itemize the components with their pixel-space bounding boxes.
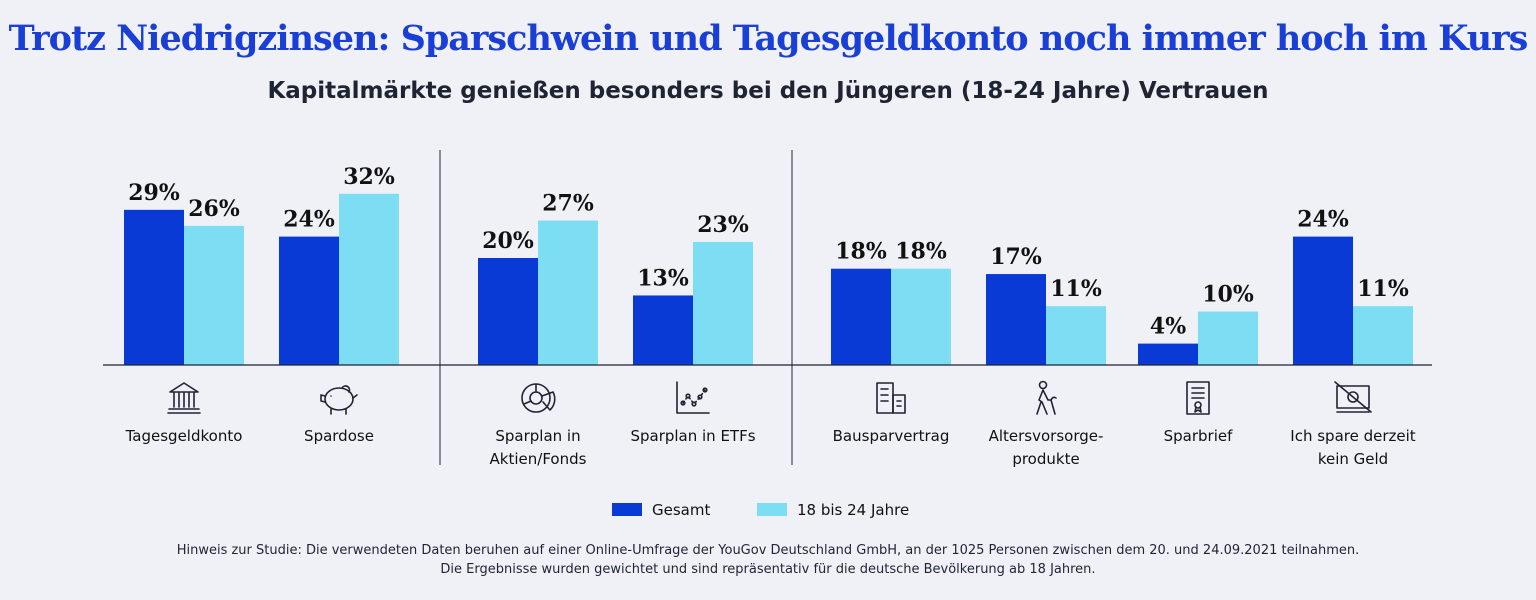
scatter-chart-icon: [676, 381, 710, 414]
bar-sparbrief-gesamt: [1138, 343, 1198, 365]
bar-bausparvertrag-18-24: [891, 268, 951, 365]
bar-altersvorsorge-produkte-18-24: [1046, 306, 1106, 365]
category-icons: [167, 380, 1372, 415]
bar-altersvorsorge-produkte-gesamt: [986, 274, 1046, 365]
study-note: Hinweis zur Studie: Die verwendeten Date…: [0, 541, 1536, 579]
study-note-line-2: Die Ergebnisse wurden gewichtet und sind…: [440, 562, 1096, 577]
value-label-altersvorsorge-produkte-18-24: 11%: [1050, 276, 1102, 302]
category-label-tagesgeldkonto: Tagesgeldkonto: [125, 427, 243, 445]
value-label-ich-spare-derzeit-kein-geld-gesamt: 24%: [1297, 207, 1349, 233]
value-label-bausparvertrag-gesamt: 18%: [835, 239, 887, 265]
study-note-line-1: Hinweis zur Studie: Die verwendeten Date…: [176, 543, 1360, 558]
bar-bausparvertrag-gesamt: [831, 268, 891, 365]
certificate-icon: [1186, 381, 1210, 415]
chart-subtitle: Kapitalmärkte genießen besonders bei den…: [267, 78, 1269, 104]
value-label-tagesgeldkonto-18-24: 26%: [188, 196, 240, 222]
value-label-ich-spare-derzeit-kein-geld-18-24: 11%: [1357, 276, 1409, 302]
bar-sparbrief-18-24: [1198, 311, 1258, 365]
bar-sparplan-in-etfs-18-24: [693, 241, 753, 365]
value-label-sparbrief-18-24: 10%: [1202, 282, 1254, 308]
group-dividers: [439, 150, 793, 465]
bar-ich-spare-derzeit-kein-geld-gesamt: [1293, 236, 1353, 365]
category-label-sparbrief: Sparbrief: [1164, 427, 1233, 445]
category-label-bausparvertrag: Bausparvertrag: [833, 427, 950, 445]
value-label-spardose-gesamt: 24%: [283, 207, 335, 233]
category-label-altersvorsorge-produkte: Altersvorsorge-produkte: [989, 427, 1104, 468]
value-label-sparbrief-gesamt: 4%: [1150, 314, 1186, 340]
legend-swatch-18-24: [757, 503, 787, 516]
value-label-tagesgeldkonto-gesamt: 29%: [128, 180, 180, 206]
value-label-sparplan-in-aktien-fonds-18-24: 27%: [542, 191, 594, 217]
legend: Gesamt 18 bis 24 Jahre: [612, 501, 909, 519]
pie-chart-icon: [521, 383, 556, 413]
bar-spardose-18-24: [339, 193, 399, 365]
no-money-icon: [1334, 381, 1372, 413]
legend-label-18-24: 18 bis 24 Jahre: [797, 501, 909, 519]
piggy-bank-icon: [320, 385, 358, 415]
category-label-sparplan-in-etfs: Sparplan in ETFs: [630, 427, 755, 445]
chart-title: Trotz Niedrigzinsen: Sparschwein und Tag…: [8, 18, 1529, 59]
bar-tagesgeldkonto-18-24: [184, 225, 244, 365]
bar-sparplan-in-aktien-fonds-18-24: [538, 220, 598, 365]
bank-icon: [167, 382, 201, 414]
category-labels: Tagesgeldkonto Spardose Sparplan in Aktien/…: [125, 427, 1416, 468]
legend-label-gesamt: Gesamt: [652, 501, 710, 519]
value-label-sparplan-in-aktien-fonds-gesamt: 20%: [482, 228, 534, 254]
bar-tagesgeldkonto-gesamt: [124, 209, 184, 365]
bar-spardose-gesamt: [279, 236, 339, 365]
value-label-sparplan-in-etfs-gesamt: 13%: [637, 265, 689, 291]
bar-ich-spare-derzeit-kein-geld-18-24: [1353, 306, 1413, 365]
bar-sparplan-in-aktien-fonds-gesamt: [478, 258, 538, 365]
value-label-altersvorsorge-produkte-gesamt: 17%: [990, 244, 1042, 270]
category-label-sparplan-in-aktien-fonds: Sparplan in Aktien/Fonds: [490, 427, 587, 468]
value-label-bausparvertrag-18-24: 18%: [895, 239, 947, 265]
bar-chart: 29% 26% 24% 32% 20% 27% 13% 23% 18% 18% 17% 11% 4% 10…: [103, 150, 1432, 519]
value-label-sparplan-in-etfs-18-24: 23%: [697, 212, 749, 238]
category-label-ich-spare-derzeit-kein-geld: Ich spare derzeit kein Geld: [1290, 427, 1415, 468]
elderly-person-icon: [1036, 380, 1057, 415]
bars: 29% 26% 24% 32% 20% 27% 13% 23% 18% 18% 17% 11% 4% 10…: [124, 164, 1413, 365]
bar-sparplan-in-etfs-gesamt: [633, 295, 693, 365]
value-label-spardose-18-24: 32%: [343, 164, 395, 190]
building-icon: [876, 382, 906, 414]
legend-swatch-gesamt: [612, 503, 642, 516]
category-label-spardose: Spardose: [304, 427, 374, 445]
